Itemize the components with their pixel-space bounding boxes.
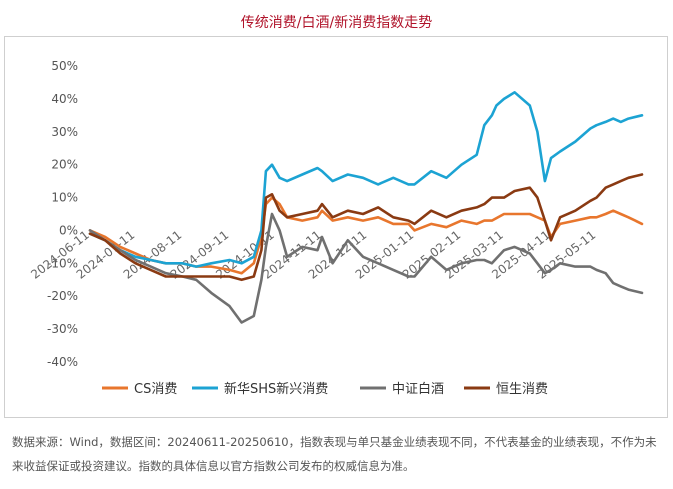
y-axis: 50% 40% 30% 20% 10% 0% -10% -20% -30% -40% [47,59,78,369]
series-line-2 [88,212,644,324]
line-chart: 50% 40% 30% 20% 10% 0% -10% -20% -30% -40% 2024-0… [28,59,644,397]
y-tick-label: 10% [51,191,78,205]
y-tick-label: -20% [47,289,78,303]
y-tick-label: 30% [51,125,78,139]
y-tick-label: -40% [47,355,78,369]
legend: CS消费 新华SHS新兴消费 中证白酒 恒生消费 [102,381,548,397]
legend-label-2: 中证白酒 [392,381,444,397]
legend-label-0: CS消费 [134,382,177,397]
x-axis: 2024-06-112024-07-112024-08-112024-09-11… [28,228,598,282]
series-line-3 [88,173,644,282]
chart-title: 传统消费/白酒/新消费指数走势 [240,15,433,31]
y-tick-label: -30% [47,322,78,336]
series-lines [88,91,644,324]
legend-label-1: 新华SHS新兴消费 [224,381,328,397]
y-tick-label: 20% [51,158,78,172]
y-tick-label: 40% [51,92,78,106]
footer-note: 数据来源：Wind，数据区间：20240611-20250610，指数表现与单只… [12,435,657,473]
legend-label-3: 恒生消费 [496,382,548,397]
y-tick-label: -10% [47,256,78,270]
y-tick-label: 50% [51,59,78,73]
y-tick-label: 0% [59,223,78,237]
series-line-0 [88,196,644,275]
series-line-1 [88,91,644,268]
